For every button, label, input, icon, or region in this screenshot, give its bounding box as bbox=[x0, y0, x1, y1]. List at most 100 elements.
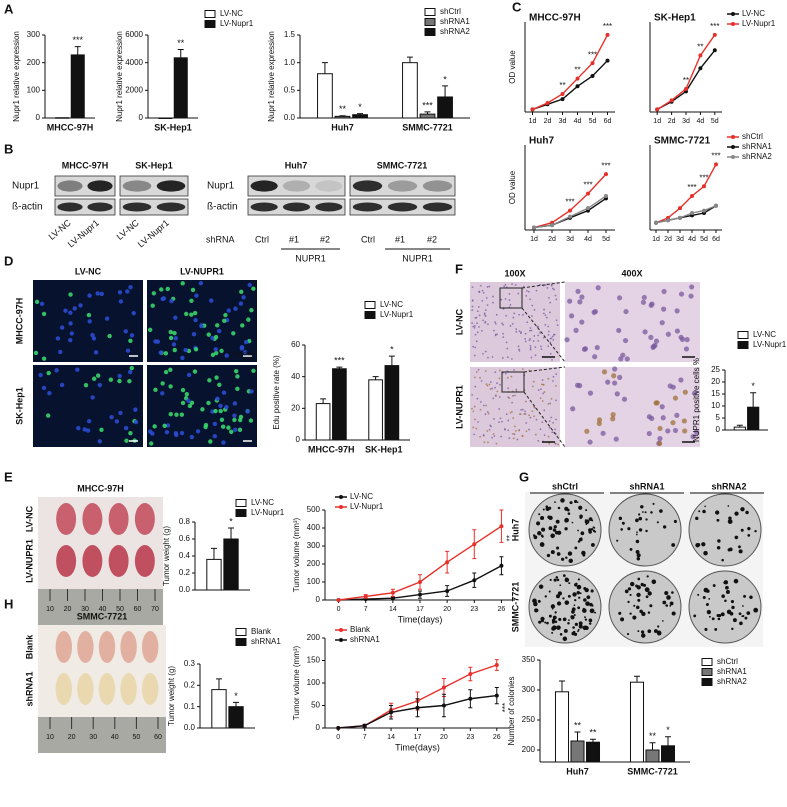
colony bbox=[574, 622, 579, 626]
colony bbox=[725, 589, 730, 594]
point bbox=[530, 107, 535, 112]
y-tick-label: 100 bbox=[27, 85, 41, 94]
x-tick-label: 14 bbox=[389, 606, 397, 613]
colony bbox=[574, 583, 578, 587]
cell bbox=[511, 323, 514, 325]
cell bbox=[543, 434, 546, 437]
nucleus bbox=[123, 329, 128, 334]
colony bbox=[568, 558, 573, 564]
point bbox=[590, 61, 595, 66]
cell bbox=[478, 290, 480, 293]
cell bbox=[491, 387, 494, 390]
cell bbox=[548, 330, 550, 333]
colony bbox=[550, 550, 555, 555]
point bbox=[468, 696, 473, 701]
cell bbox=[670, 420, 676, 426]
colony bbox=[577, 540, 581, 543]
colony bbox=[728, 516, 732, 520]
colony bbox=[591, 542, 595, 547]
cell bbox=[528, 414, 530, 417]
cell bbox=[533, 308, 536, 311]
nucleus bbox=[237, 427, 243, 433]
nucleus bbox=[45, 413, 51, 418]
colony bbox=[567, 622, 570, 625]
point bbox=[362, 723, 367, 728]
nucleus bbox=[160, 391, 165, 396]
blot-band bbox=[87, 202, 113, 212]
x-tick-label: SMMC-7721 bbox=[627, 766, 678, 776]
colony bbox=[636, 553, 641, 558]
cell bbox=[532, 340, 535, 342]
cell bbox=[513, 369, 516, 371]
blot-band bbox=[387, 202, 418, 212]
nucleus bbox=[193, 347, 199, 352]
cell bbox=[545, 316, 548, 319]
label: LV-NC bbox=[75, 266, 102, 276]
cell bbox=[533, 415, 535, 418]
y-tick-label: 0.3 bbox=[184, 659, 196, 668]
cell bbox=[496, 390, 499, 393]
y-tick-label: 1.5 bbox=[284, 30, 296, 39]
x-tick-label: Huh7 bbox=[331, 122, 354, 132]
panel-letter: C bbox=[512, 0, 522, 14]
colony bbox=[657, 625, 660, 628]
y-tick-label: 20 bbox=[291, 403, 300, 412]
significance-label: *** bbox=[601, 161, 610, 170]
cell bbox=[488, 383, 491, 386]
nucleus bbox=[155, 339, 161, 344]
cell bbox=[492, 433, 495, 435]
nucleus bbox=[189, 434, 195, 440]
cell bbox=[475, 340, 478, 343]
tumor bbox=[98, 631, 116, 663]
label: 10 bbox=[46, 606, 54, 613]
label: ß-actin bbox=[207, 202, 238, 213]
colony bbox=[567, 551, 573, 556]
cell bbox=[479, 435, 482, 438]
colony bbox=[562, 617, 567, 622]
nucleus bbox=[91, 336, 97, 341]
bar bbox=[317, 73, 333, 119]
point bbox=[568, 208, 572, 213]
nucleus bbox=[39, 301, 45, 306]
cell bbox=[556, 324, 559, 327]
colony bbox=[706, 589, 710, 593]
panel-letter: E bbox=[4, 469, 13, 484]
zoom-line bbox=[521, 307, 566, 363]
colony bbox=[731, 627, 734, 631]
colony bbox=[693, 614, 697, 618]
x-tick-label: 4d bbox=[688, 236, 696, 243]
colony bbox=[711, 617, 715, 621]
cell bbox=[471, 286, 474, 289]
colony bbox=[551, 631, 554, 634]
cell bbox=[553, 333, 556, 336]
bar bbox=[402, 62, 418, 119]
cell bbox=[486, 286, 489, 288]
cell bbox=[504, 297, 507, 300]
blot-band bbox=[315, 202, 343, 212]
cell bbox=[540, 383, 543, 386]
label: LV-NUPR1 bbox=[180, 266, 224, 276]
cell bbox=[522, 314, 524, 316]
colony bbox=[738, 549, 743, 554]
tumor bbox=[120, 673, 137, 705]
cell bbox=[512, 417, 515, 419]
y-tick-label: 0 bbox=[36, 113, 41, 122]
colony bbox=[624, 589, 629, 594]
blot-band bbox=[156, 180, 186, 192]
x-tick-label: SMMC-7721 bbox=[402, 122, 453, 132]
nucleus bbox=[233, 306, 238, 311]
nucleus bbox=[151, 291, 157, 296]
cell bbox=[531, 385, 534, 388]
significance-label: *** bbox=[72, 35, 83, 45]
line bbox=[532, 60, 609, 111]
colony bbox=[559, 584, 562, 587]
legend-swatch bbox=[701, 678, 713, 686]
colony bbox=[551, 618, 556, 623]
legend-label: LV-NC bbox=[251, 498, 274, 507]
blot bbox=[247, 175, 346, 197]
y-tick-label: 250 bbox=[522, 715, 536, 724]
nucleus bbox=[249, 389, 254, 394]
x-tick-label: 26 bbox=[493, 734, 501, 741]
colony bbox=[577, 529, 579, 532]
nucleus bbox=[165, 423, 171, 428]
